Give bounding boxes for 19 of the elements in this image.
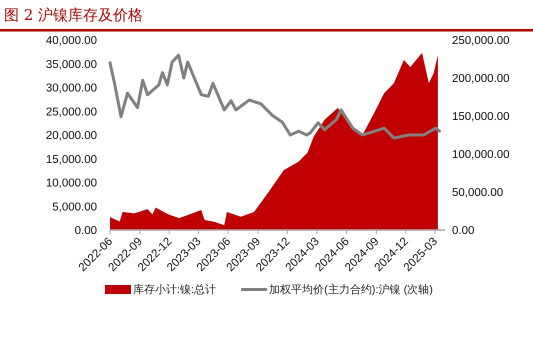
y-tick-label: 30,000.00 — [46, 82, 97, 94]
legend-label: 库存小计:镍:总计 — [133, 283, 216, 296]
y2-tick-label: 150,000.00 — [452, 111, 510, 123]
y2-tick-label: 250,000.00 — [452, 35, 510, 47]
y-tick-label: 35,000.00 — [46, 58, 97, 71]
y2-tick-label: 200,000.00 — [452, 73, 510, 85]
y-tick-label: 40,000.00 — [46, 35, 97, 47]
y2-tick-label: 0.00 — [452, 225, 474, 237]
y-tick-label: 20,000.00 — [46, 130, 97, 142]
line-series — [108, 54, 441, 140]
y-tick-label: 15,000.00 — [46, 154, 97, 166]
chart-title: 图 2 沪镍库存及价格 — [4, 6, 144, 24]
y-tick-label: 25,000.00 — [46, 106, 97, 118]
legend-label: 加权平均价(主力合约):沪镍 (次轴) — [269, 283, 433, 296]
y-tick-label: 10,000.00 — [46, 178, 97, 190]
y2-tick-label: 50,000.00 — [452, 187, 504, 199]
y-tick-label: 0.00 — [74, 225, 97, 237]
y-tick-label: 5,000.00 — [52, 201, 97, 214]
y2-tick-label: 100,000.00 — [452, 149, 510, 161]
